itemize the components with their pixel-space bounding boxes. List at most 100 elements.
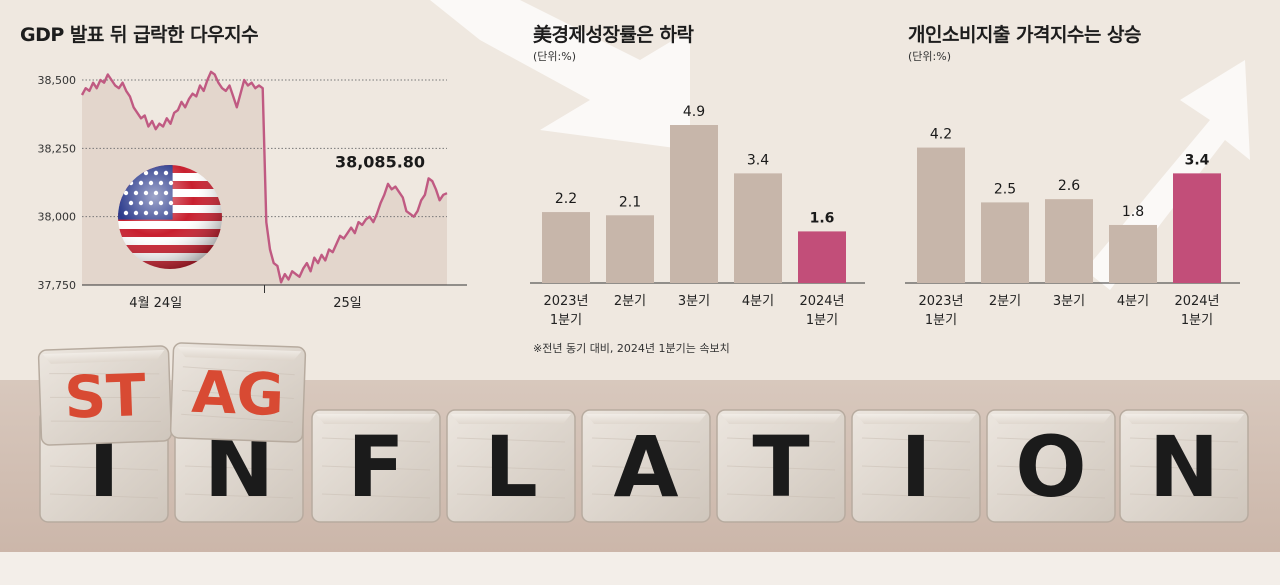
block-bevel xyxy=(721,414,841,424)
block-face xyxy=(986,409,1116,523)
gdp-bar xyxy=(734,173,782,283)
letter-block-o: O xyxy=(986,409,1116,523)
wood-grain xyxy=(996,465,1106,471)
block-letter: F xyxy=(347,418,404,516)
letter-block-f: F xyxy=(311,409,441,523)
block-letter: I xyxy=(900,418,931,516)
pce-category-label: 1분기 xyxy=(925,313,957,328)
pce-bar xyxy=(1109,224,1157,283)
letter-block-ag: AG xyxy=(169,342,307,443)
gdp-value-label: 2.1 xyxy=(619,194,641,210)
wood-grain xyxy=(456,437,566,443)
wood-grain xyxy=(49,373,160,375)
pce-bar xyxy=(1045,199,1093,283)
wood-grain xyxy=(181,390,294,399)
block-letter: A xyxy=(613,418,678,516)
wood-grain xyxy=(184,465,294,471)
wood-grain xyxy=(321,437,431,443)
wood-grain xyxy=(996,493,1106,499)
wood-grain xyxy=(861,493,971,499)
gdp-category-label: 2분기 xyxy=(614,294,646,309)
us-flag-icon xyxy=(118,165,222,269)
gdp-value-label: 1.6 xyxy=(810,210,835,226)
pce-bar xyxy=(1173,173,1221,283)
pce-bar xyxy=(981,202,1029,283)
gdp-category-label: 4분기 xyxy=(742,294,774,309)
gdp-category-label: 2023년 xyxy=(543,294,588,309)
wood-grain xyxy=(321,493,431,499)
gdp-unit-label: (단위:%) xyxy=(533,50,576,63)
gdp-category-label: 2024년 xyxy=(799,294,844,309)
letter-block-i: I xyxy=(851,409,981,523)
letter-block-a: A xyxy=(581,409,711,523)
block-letter: L xyxy=(484,418,538,516)
wood-grain xyxy=(50,396,161,399)
block-bevel xyxy=(316,414,436,424)
dow-ytick-label: 38,250 xyxy=(38,142,77,155)
block-letter: N xyxy=(1149,418,1219,516)
pce-value-label: 4.2 xyxy=(930,127,952,143)
pce-value-label: 2.6 xyxy=(1058,178,1080,194)
pce-bar-chart: 4.2 2023년 1분기 2.5 2분기 2.6 3분기 1.8 4분기 3.4 2024년 1분기 xyxy=(905,127,1240,328)
block-face xyxy=(311,409,441,523)
gdp-category-label: 3분기 xyxy=(678,294,710,309)
pce-value-label: 3.4 xyxy=(1185,152,1210,168)
dow-xtick-label: 25일 xyxy=(333,296,362,311)
stagflation-blocks: I N F L A T I O NST AG xyxy=(37,342,1249,523)
pce-category-label: 4분기 xyxy=(1117,294,1149,309)
block-letter: O xyxy=(1015,418,1086,516)
gdp-category-label: 1분기 xyxy=(806,313,838,328)
gdp-bar xyxy=(606,215,654,283)
block-bevel xyxy=(42,349,165,364)
block-bevel xyxy=(586,414,706,424)
gdp-value-label: 2.2 xyxy=(555,191,577,207)
pce-unit-label: (단위:%) xyxy=(908,50,951,63)
gdp-value-label: 3.4 xyxy=(747,152,769,168)
wood-grain xyxy=(49,465,159,471)
pce-bar xyxy=(917,147,965,283)
block-letter: ST xyxy=(63,361,147,432)
block-face xyxy=(851,409,981,523)
wood-grain xyxy=(1129,465,1239,471)
wood-grain xyxy=(591,493,701,499)
block-face xyxy=(581,409,711,523)
wood-grain xyxy=(182,366,295,376)
wood-grain xyxy=(321,465,431,471)
wood-grain xyxy=(184,493,294,499)
gdp-value-label: 4.9 xyxy=(683,104,705,120)
wood-grain xyxy=(861,437,971,443)
dow-ytick-label: 38,500 xyxy=(38,74,77,87)
wood-grain xyxy=(181,413,294,423)
letter-block-l: L xyxy=(446,409,576,523)
dow-line-chart: 38,500 38,250 38,000 37,750 4월 24일 25일 38,085.… xyxy=(38,70,467,311)
down-arrow-icon xyxy=(430,0,690,150)
block-bevel xyxy=(451,414,571,424)
block-face xyxy=(1119,409,1249,523)
wood-grain xyxy=(726,465,836,471)
wood-grain xyxy=(726,437,836,443)
pce-value-label: 1.8 xyxy=(1122,204,1144,220)
wood-grain xyxy=(861,465,971,471)
wood-grain xyxy=(726,493,836,499)
wood-grain xyxy=(591,465,701,471)
letter-block-n: N xyxy=(1119,409,1249,523)
gdp-category-label: 1분기 xyxy=(550,313,582,328)
wood-grain xyxy=(456,465,566,471)
gdp-footnote: ※전년 동기 대비, 2024년 1분기는 속보치 xyxy=(533,342,730,355)
dow-chart-title: GDP 발표 뒤 급락한 다우지수 xyxy=(20,24,259,46)
gdp-bar xyxy=(798,231,846,283)
gdp-bar xyxy=(670,125,718,283)
block-face xyxy=(716,409,846,523)
block-bevel xyxy=(856,414,976,424)
pce-chart-title: 개인소비지출 가격지수는 상승 xyxy=(908,24,1141,46)
block-bevel xyxy=(991,414,1111,424)
block-face xyxy=(37,345,173,446)
pce-category-label: 1분기 xyxy=(1181,313,1213,328)
letter-block-st: ST xyxy=(37,345,173,446)
pce-category-label: 3분기 xyxy=(1053,294,1085,309)
block-letter: T xyxy=(752,418,809,516)
gdp-bar-chart: 2.2 2023년 1분기 2.1 2분기 4.9 3분기 3.4 4분기 1.6 2024년 1분기 xyxy=(530,104,865,328)
pce-value-label: 2.5 xyxy=(994,181,1016,197)
pce-category-label: 2024년 xyxy=(1174,294,1219,309)
block-face xyxy=(169,342,307,443)
